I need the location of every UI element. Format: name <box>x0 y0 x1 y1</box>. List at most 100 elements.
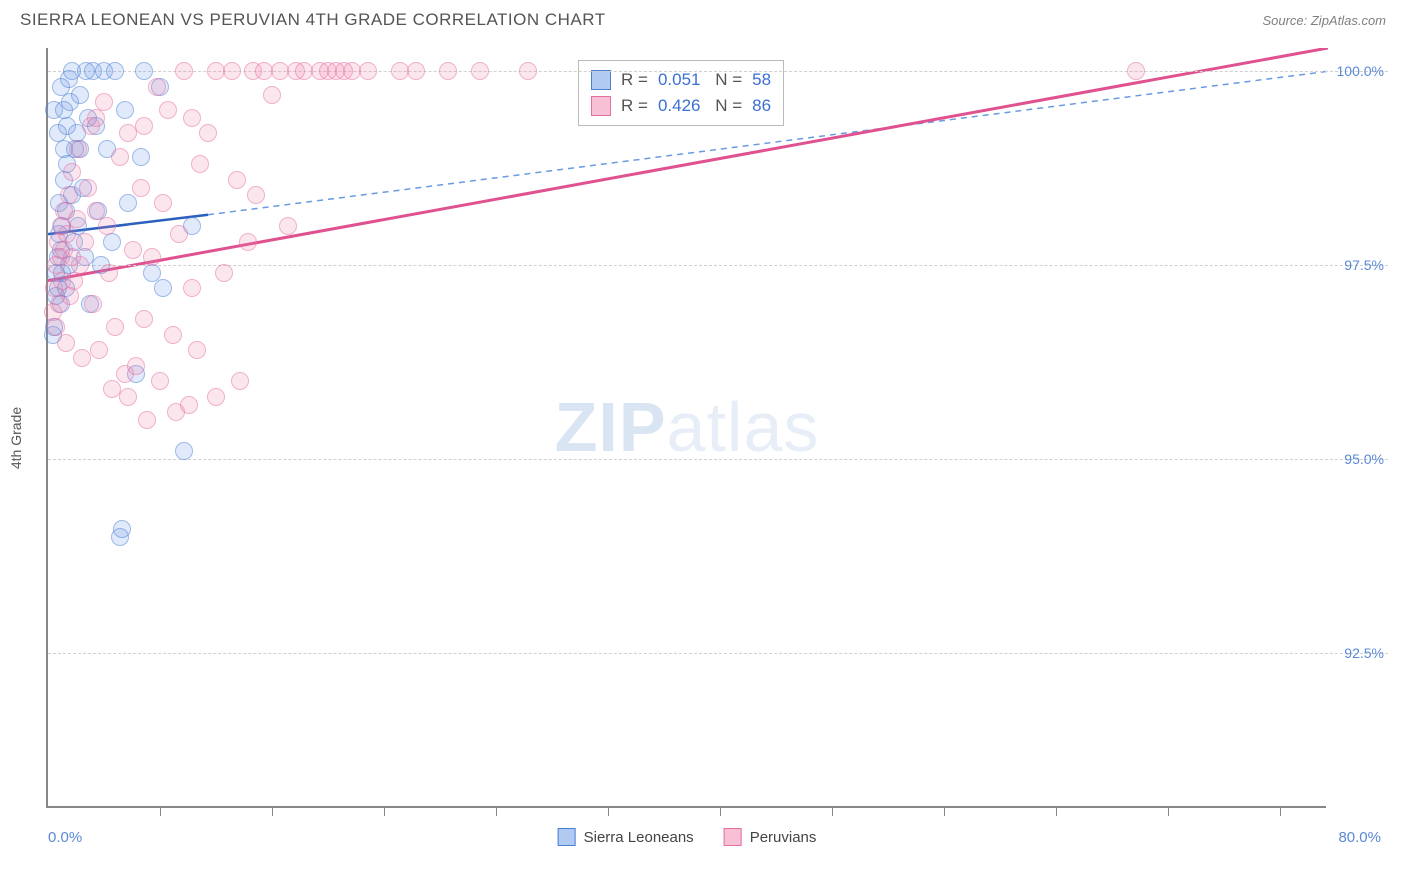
x-tick <box>384 806 385 816</box>
legend: Sierra Leoneans Peruvians <box>558 828 817 846</box>
data-point <box>175 442 193 460</box>
x-max-label: 80.0% <box>1338 829 1381 846</box>
data-point <box>151 372 169 390</box>
data-point <box>111 148 129 166</box>
data-point <box>60 70 78 88</box>
data-point <box>471 62 489 80</box>
data-point <box>103 233 121 251</box>
x-tick <box>832 806 833 816</box>
data-point <box>231 372 249 390</box>
data-point <box>263 86 281 104</box>
data-point <box>135 117 153 135</box>
data-point <box>79 179 97 197</box>
data-point <box>119 388 137 406</box>
data-point <box>1127 62 1145 80</box>
data-point <box>77 62 95 80</box>
data-point <box>55 101 73 119</box>
data-point <box>215 264 233 282</box>
corr-swatch-pink-icon <box>591 96 611 116</box>
data-point <box>106 62 124 80</box>
data-point <box>61 287 79 305</box>
data-point <box>407 62 425 80</box>
grid-line <box>48 653 1388 654</box>
data-point <box>519 62 537 80</box>
corr-swatch-blue-icon <box>591 70 611 90</box>
legend-label-2: Peruvians <box>750 829 817 846</box>
corr-r-value-2: 0.426 <box>658 93 701 119</box>
data-point <box>49 124 67 142</box>
data-point <box>84 295 102 313</box>
data-point <box>132 179 150 197</box>
corr-n-label: N = <box>710 93 742 119</box>
x-tick <box>160 806 161 816</box>
data-point <box>188 341 206 359</box>
x-tick <box>1168 806 1169 816</box>
data-point <box>113 520 131 538</box>
data-point <box>148 78 166 96</box>
x-tick <box>608 806 609 816</box>
y-axis-title: 4th Grade <box>8 407 24 469</box>
corr-r-label: R = <box>621 93 648 119</box>
data-point <box>100 264 118 282</box>
data-point <box>76 233 94 251</box>
legend-swatch-blue-icon <box>558 828 576 846</box>
data-point <box>119 194 137 212</box>
legend-item-2: Peruvians <box>724 828 817 846</box>
data-point <box>170 225 188 243</box>
data-point <box>127 357 145 375</box>
data-point <box>164 326 182 344</box>
data-point <box>183 109 201 127</box>
data-point <box>132 148 150 166</box>
data-point <box>439 62 457 80</box>
data-point <box>135 310 153 328</box>
data-point <box>73 349 91 367</box>
x-tick <box>1280 806 1281 816</box>
data-point <box>175 62 193 80</box>
x-tick <box>1056 806 1057 816</box>
data-point <box>63 163 81 181</box>
correlation-box: R = 0.051 N = 58 R = 0.426 N = 86 <box>578 60 784 126</box>
y-tick-label: 92.5% <box>1344 645 1384 661</box>
grid-line <box>48 265 1388 266</box>
data-point <box>98 217 116 235</box>
chart-title: SIERRA LEONEAN VS PERUVIAN 4TH GRADE COR… <box>20 10 606 30</box>
data-point <box>180 396 198 414</box>
data-point <box>58 225 76 243</box>
data-point <box>154 279 172 297</box>
data-point <box>71 86 89 104</box>
data-point <box>159 101 177 119</box>
legend-label-1: Sierra Leoneans <box>584 829 694 846</box>
data-point <box>191 155 209 173</box>
x-tick <box>272 806 273 816</box>
data-point <box>135 62 153 80</box>
y-tick-label: 100.0% <box>1337 63 1384 79</box>
data-point <box>124 241 142 259</box>
data-point <box>87 202 105 220</box>
x-tick <box>720 806 721 816</box>
data-point <box>138 411 156 429</box>
legend-item-1: Sierra Leoneans <box>558 828 694 846</box>
data-point <box>228 171 246 189</box>
source-label: Source: ZipAtlas.com <box>1262 13 1386 28</box>
plot-area: ZIPatlas R = 0.051 N = 58 R = 0.426 N = … <box>46 48 1326 808</box>
data-point <box>207 388 225 406</box>
data-point <box>60 186 78 204</box>
trend-lines-svg <box>48 48 1328 808</box>
data-point <box>359 62 377 80</box>
data-point <box>143 264 161 282</box>
legend-swatch-pink-icon <box>724 828 742 846</box>
y-tick-label: 95.0% <box>1344 451 1384 467</box>
data-point <box>223 62 241 80</box>
watermark: ZIPatlas <box>555 387 820 467</box>
y-tick-label: 97.5% <box>1344 257 1384 273</box>
data-point <box>279 217 297 235</box>
data-point <box>247 186 265 204</box>
x-tick <box>944 806 945 816</box>
x-min-label: 0.0% <box>48 829 82 846</box>
data-point <box>65 272 83 290</box>
data-point <box>57 334 75 352</box>
data-point <box>199 124 217 142</box>
data-point <box>154 194 172 212</box>
corr-n-value-2: 86 <box>752 93 771 119</box>
data-point <box>87 109 105 127</box>
